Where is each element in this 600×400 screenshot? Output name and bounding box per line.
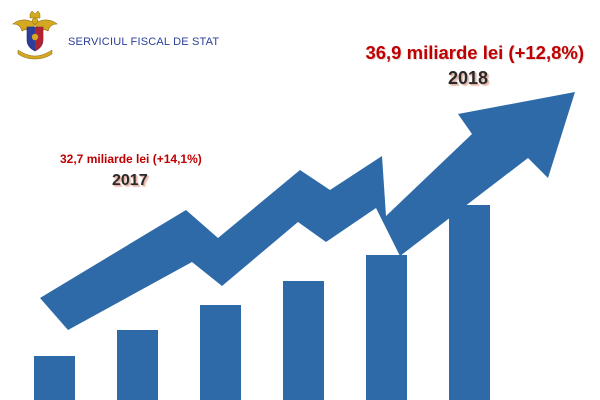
coat-of-arms-icon [12,10,58,60]
year-2017-label: 2017 [112,172,148,189]
amount-2018-label: 36,9 miliarde lei (+12,8%) [365,42,584,63]
bar-6 [449,205,490,400]
bar-4 [283,281,324,400]
bar-5 [366,255,407,400]
bar-group [34,205,490,400]
upward-trend-arrow-icon [40,92,575,330]
org-name: SERVICIUL FISCAL DE STAT [68,36,220,48]
bar-2 [117,330,158,400]
bar-1 [34,356,75,400]
bar-3 [200,305,241,400]
amount-2017-label: 32,7 miliarde lei (+14,1%) [60,152,202,166]
year-2018-label: 2018 [448,68,489,88]
